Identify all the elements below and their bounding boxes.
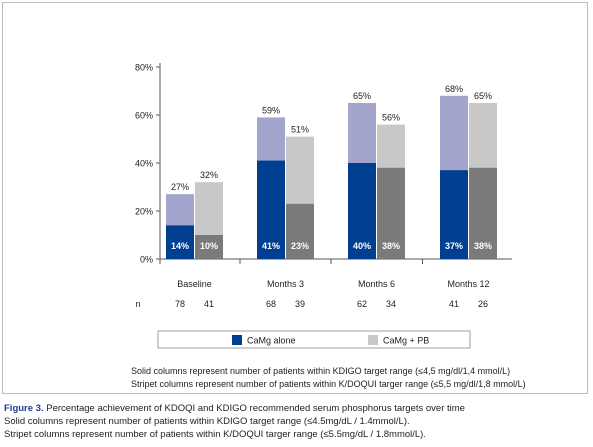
- bar-kdigo: [348, 163, 376, 259]
- legend-label: CaMg alone: [247, 336, 296, 346]
- bar-kdigo: [166, 225, 194, 259]
- bar-kdigo: [377, 167, 405, 259]
- n-value: 26: [478, 299, 488, 309]
- y-tick-label: 80%: [135, 63, 153, 73]
- kdoqi-value-label: 51%: [291, 125, 309, 135]
- x-category-label: Baseline: [177, 279, 212, 289]
- n-value: 41: [204, 299, 214, 309]
- legend-swatch: [368, 335, 378, 345]
- bar-kdigo: [440, 170, 468, 259]
- y-tick-label: 60%: [135, 111, 153, 121]
- legend: CaMg alone CaMg + PB: [157, 330, 471, 349]
- n-value: 78: [175, 299, 185, 309]
- y-tick-label: 0%: [140, 255, 153, 265]
- n-value: 41: [449, 299, 459, 309]
- y-tick-label: 40%: [135, 159, 153, 169]
- kdigo-value-label: 10%: [200, 241, 218, 251]
- kdigo-value-label: 14%: [171, 241, 189, 251]
- x-category-label: Months 3: [267, 279, 304, 289]
- caption-line-3: Stripet columns represent number of pati…: [4, 429, 426, 440]
- bar-kdigo: [286, 203, 314, 259]
- kdigo-value-label: 40%: [353, 241, 371, 251]
- note-kdoqi: Stripet columns represent number of pati…: [131, 379, 526, 389]
- kdoqi-value-label: 68%: [445, 84, 463, 94]
- note-kdigo: Solid columns represent number of patien…: [131, 366, 511, 376]
- kdigo-value-label: 23%: [291, 241, 309, 251]
- kdoqi-value-label: 27%: [171, 182, 189, 192]
- caption-line-2: Solid columns represent number of patien…: [4, 416, 410, 427]
- figure-caption: Figure 3. Percentage achievement of KDOQ…: [4, 403, 465, 414]
- x-category-label: Months 6: [358, 279, 395, 289]
- n-value: 62: [357, 299, 367, 309]
- caption-title: Percentage achievement of KDOQI and KDIG…: [43, 403, 465, 414]
- bar-kdigo: [469, 167, 497, 259]
- bar-kdigo: [257, 160, 285, 259]
- bar-labels: 27% 14% 78 32% 10% 41 Baseline 59% 41% 68 51% 23% 39…: [135, 84, 492, 309]
- n-value: 68: [266, 299, 276, 309]
- bars: [166, 95, 497, 260]
- kdigo-value-label: 37%: [445, 241, 463, 251]
- kdoqi-value-label: 65%: [474, 91, 492, 101]
- caption-label: Figure 3.: [4, 403, 44, 414]
- kdigo-value-label: 38%: [382, 241, 400, 251]
- kdoqi-value-label: 32%: [200, 170, 218, 180]
- legend-swatch: [232, 335, 242, 345]
- kdigo-value-label: 38%: [474, 241, 492, 251]
- y-tick-label: 20%: [135, 207, 153, 217]
- n-label: n: [135, 299, 140, 309]
- kdoqi-value-label: 56%: [382, 113, 400, 123]
- bar-kdigo: [195, 235, 223, 259]
- n-value: 34: [386, 299, 396, 309]
- n-value: 39: [295, 299, 305, 309]
- legend-label: CaMg + PB: [383, 336, 429, 346]
- kdigo-value-label: 41%: [262, 241, 280, 251]
- kdoqi-value-label: 59%: [262, 105, 280, 115]
- kdoqi-value-label: 65%: [353, 91, 371, 101]
- x-category-label: Months 12: [447, 279, 489, 289]
- chart: 0% 20% 40% 60% 80% 27% 14% 78 32% 10% 41 Baseline 5…: [135, 63, 512, 349]
